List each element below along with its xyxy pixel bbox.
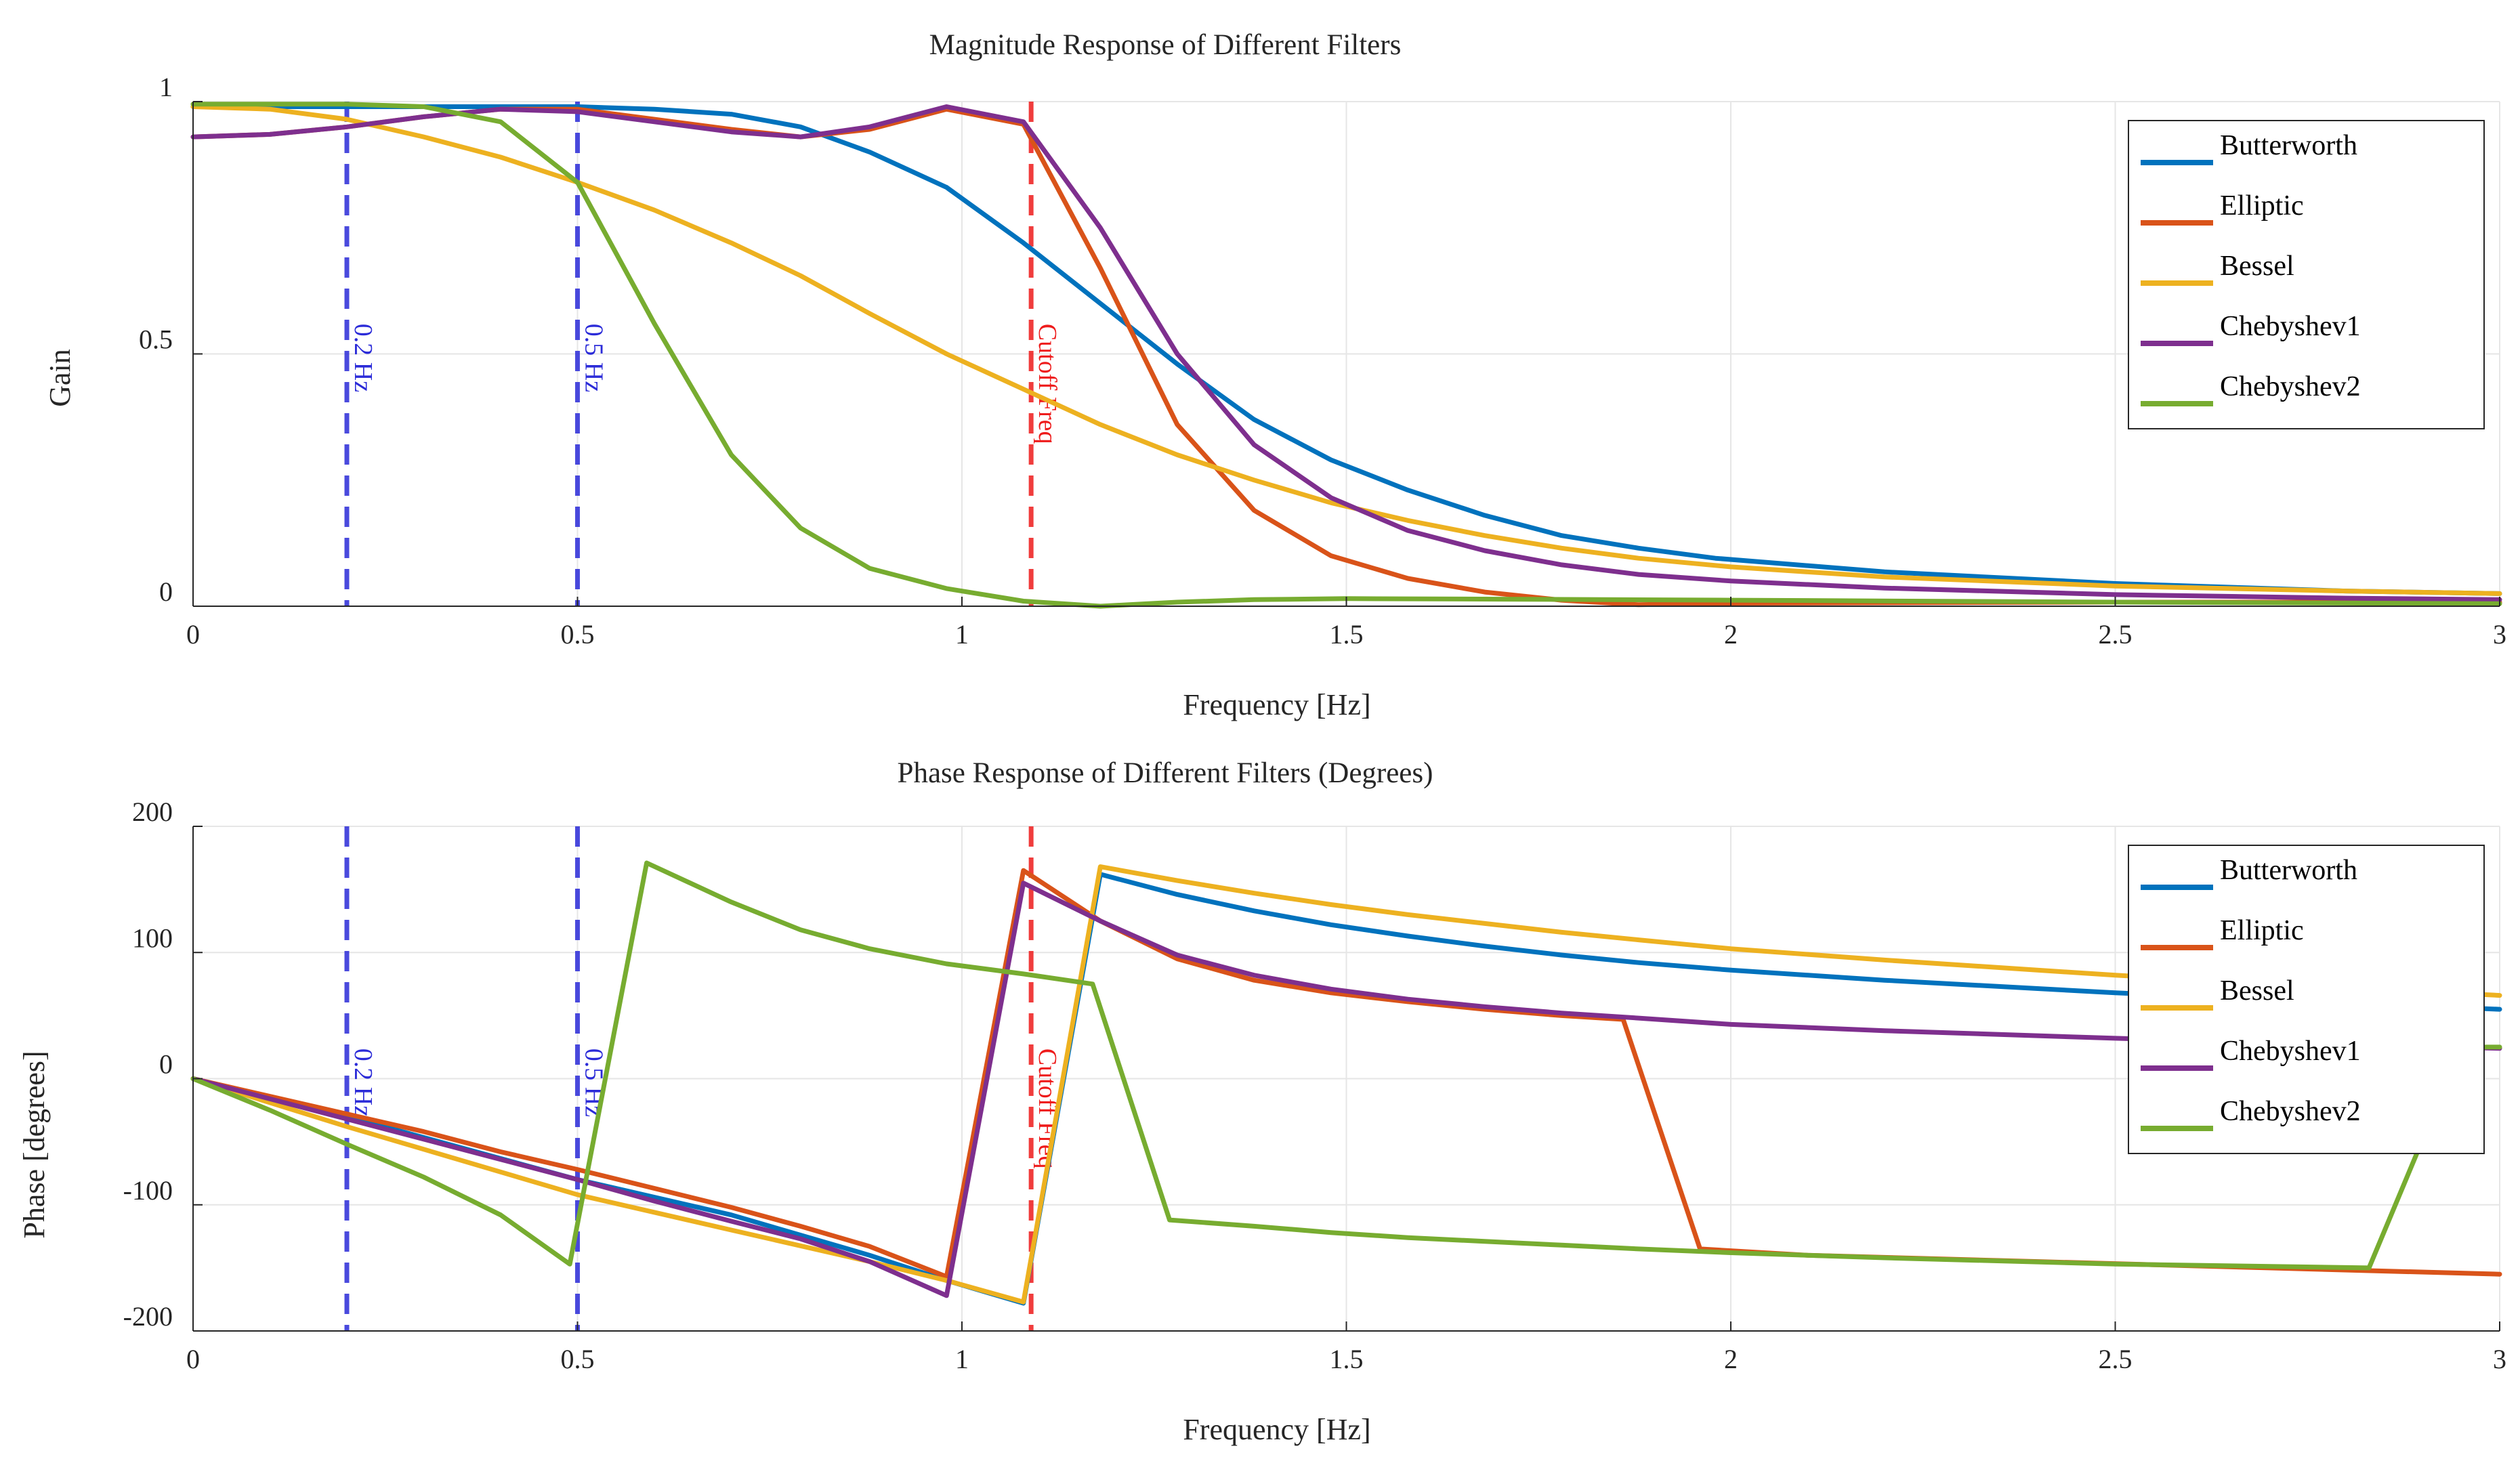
phase-title: Phase Response of Different Filters (Deg… — [898, 757, 1433, 789]
phase-series-chebyshev1 — [190, 881, 2502, 1298]
phase-x-tick-label-3: 1.5 — [1330, 1344, 1364, 1374]
phase-ticks: 0 0.5 1 1.5 2 2.5 3 -200 -100 0 100 200 — [123, 797, 2506, 1374]
magnitude-legend-label-chebyshev1: Chebyshev1 — [2220, 311, 2361, 342]
magnitude-y-tick-label-2: 1 — [159, 72, 173, 102]
phase-series-butterworth — [190, 872, 2502, 1306]
phase-y-tick-label-4: 200 — [132, 797, 173, 827]
phase-legend-label-chebyshev1: Chebyshev1 — [2220, 1036, 2361, 1067]
magnitude-markers: 0.2 Hz 0.5 Hz Cutoff Freq — [344, 102, 1062, 606]
phase-x-tick-label-1: 0.5 — [561, 1344, 595, 1374]
magnitude-y-tick-label-1: 0.5 — [139, 324, 173, 355]
magnitude-x-axis-label: Frequency [Hz] — [1183, 688, 1370, 721]
magnitude-x-tick-label-1: 0.5 — [561, 619, 595, 650]
magnitude-marker-label-0: 0.2 Hz — [349, 324, 377, 392]
magnitude-series-chebyshev1 — [190, 104, 2502, 602]
magnitude-y-tick-label-0: 0 — [159, 576, 173, 607]
magnitude-ticks: 0 0.5 1 1.5 2 2.5 3 0 0.5 1 — [139, 72, 2506, 650]
phase-x-tick-label-4: 2 — [1724, 1344, 1738, 1374]
phase-series-chebyshev2 — [190, 860, 2502, 1271]
magnitude-x-tick-label-0: 0 — [186, 619, 200, 650]
magnitude-series-butterworth — [190, 104, 2502, 596]
phase-markers: 0.2 Hz 0.5 Hz Cutoff Freq — [344, 826, 1062, 1331]
magnitude-x-tick-label-3: 1.5 — [1330, 619, 1364, 650]
phase-legend-label-bessel: Bessel — [2220, 975, 2294, 1007]
phase-y-axis-label: Phase [degrees] — [18, 1051, 51, 1238]
magnitude-legend-label-elliptic: Elliptic — [2220, 190, 2304, 221]
magnitude-series-bessel — [190, 104, 2502, 596]
magnitude-marker-label-2: Cutoff Freq — [1033, 324, 1062, 444]
phase-x-tick-label-0: 0 — [186, 1344, 200, 1374]
magnitude-y-axis-label: Gain — [43, 349, 77, 407]
phase-legend-box — [2128, 845, 2485, 1154]
phase-panel: 0.2 Hz 0.5 Hz Cutoff Freq 0 0.5 1 1.5 2 2.5 3 -20… — [18, 757, 2506, 1446]
phase-series-bessel — [190, 864, 2502, 1305]
magnitude-legend-label-butterworth: Butterworth — [2220, 130, 2357, 161]
phase-marker-label-0: 0.2 Hz — [349, 1049, 377, 1117]
phase-x-axis-label: Frequency [Hz] — [1183, 1413, 1370, 1446]
phase-legend-label-butterworth: Butterworth — [2220, 855, 2357, 886]
magnitude-legend-box — [2128, 120, 2485, 429]
magnitude-x-tick-label-2: 1 — [955, 619, 969, 650]
magnitude-series-chebyshev2 — [190, 102, 2502, 609]
magnitude-legend-label-bessel: Bessel — [2220, 251, 2294, 282]
phase-y-tick-label-2: 0 — [159, 1049, 173, 1080]
phase-y-tick-label-3: 100 — [132, 923, 173, 953]
phase-x-tick-label-2: 1 — [955, 1344, 969, 1374]
magnitude-legend-label-chebyshev2: Chebyshev2 — [2220, 371, 2361, 402]
phase-legend: Butterworth Elliptic Bessel Chebyshev1 Cheby… — [2128, 845, 2485, 1154]
phase-x-tick-label-5: 2.5 — [2099, 1344, 2133, 1374]
magnitude-x-tick-label-4: 2 — [1724, 619, 1738, 650]
magnitude-title: Magnitude Response of Different Filters — [929, 29, 1402, 61]
magnitude-panel: 0.2 Hz 0.5 Hz Cutoff Freq 0 0.5 1 1.5 2 2.5 3 0 0.… — [43, 29, 2506, 721]
phase-legend-label-elliptic: Elliptic — [2220, 915, 2304, 946]
magnitude-series — [190, 102, 2502, 609]
magnitude-legend: Butterworth Elliptic Bessel Chebyshev1 Cheby… — [2128, 120, 2485, 429]
magnitude-x-tick-label-5: 2.5 — [2099, 619, 2133, 650]
phase-x-tick-label-6: 3 — [2493, 1344, 2506, 1374]
magnitude-x-tick-label-6: 3 — [2493, 619, 2506, 650]
phase-series — [190, 860, 2502, 1306]
phase-y-tick-label-1: -100 — [123, 1175, 173, 1206]
phase-legend-label-chebyshev2: Chebyshev2 — [2220, 1096, 2361, 1127]
phase-y-tick-label-0: -200 — [123, 1301, 173, 1332]
magnitude-marker-label-1: 0.5 Hz — [580, 324, 608, 392]
